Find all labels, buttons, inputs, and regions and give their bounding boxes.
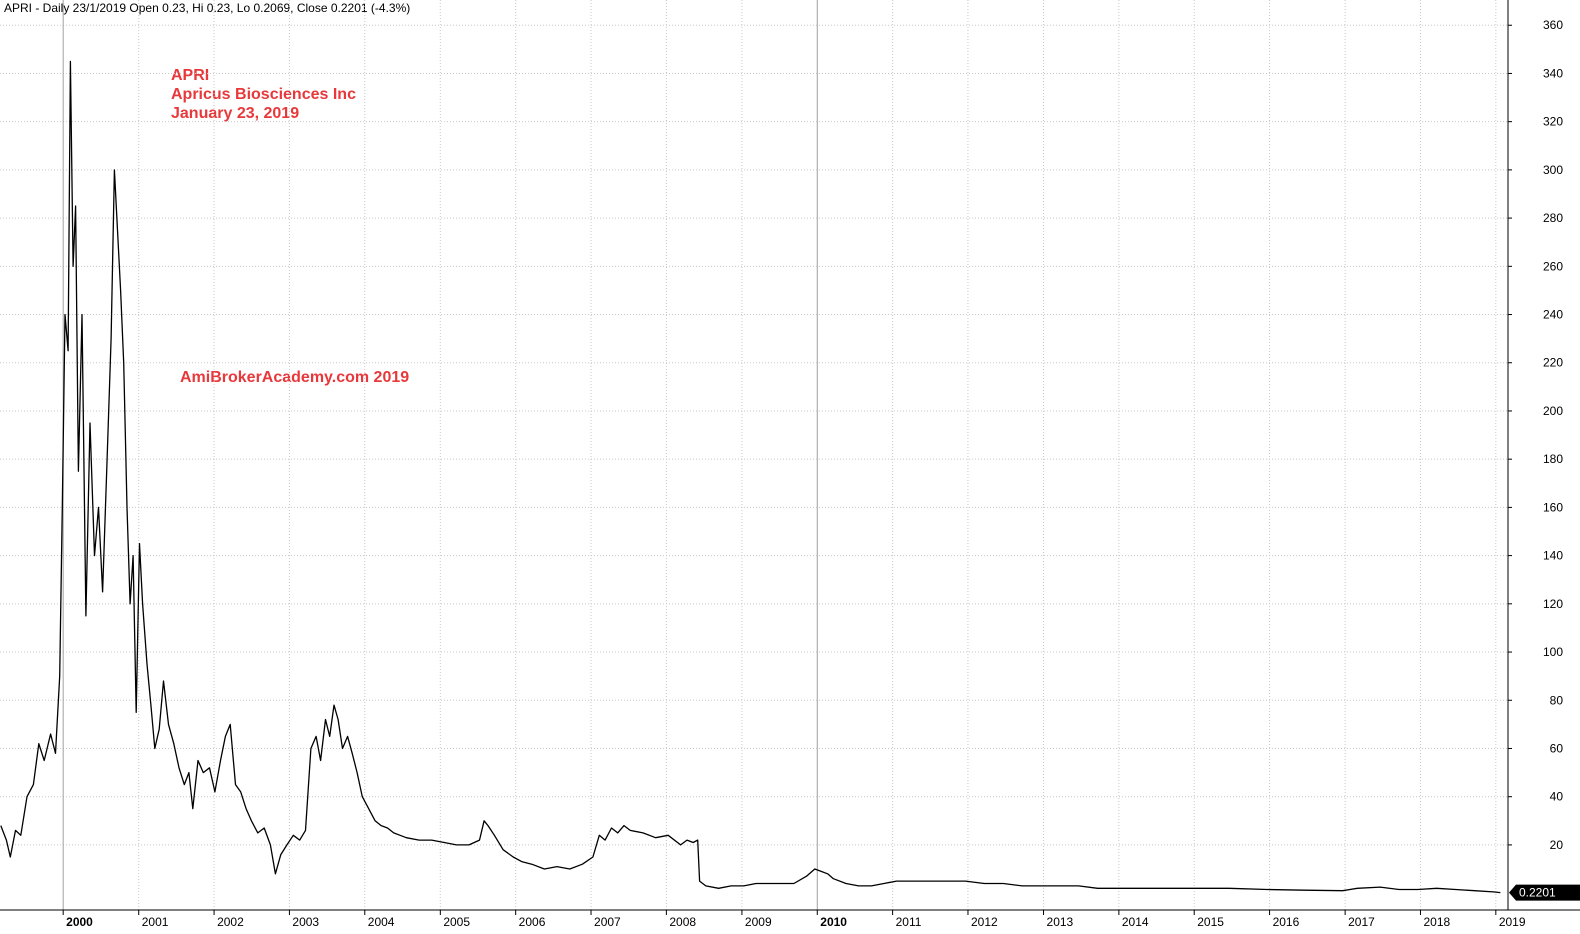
- annotation-company: Apricus Biosciences Inc: [171, 86, 356, 103]
- y-tick-label: 60: [1550, 741, 1564, 755]
- annotation-ticker: APRI: [171, 67, 210, 84]
- y-tick-label: 40: [1550, 790, 1564, 804]
- y-tick-label: 200: [1543, 404, 1563, 418]
- x-tick-label: 2011: [896, 915, 922, 929]
- x-tick-label: 2008: [669, 915, 696, 929]
- x-tick-label: 2012: [971, 915, 998, 929]
- x-tick-label: 2006: [519, 915, 546, 929]
- x-tick-label: 2016: [1273, 915, 1300, 929]
- y-tick-label: 220: [1543, 356, 1563, 370]
- y-tick-label: 340: [1543, 66, 1563, 80]
- x-tick-label: 2003: [292, 915, 319, 929]
- x-tick-label: 2007: [594, 915, 621, 929]
- x-tick-label: 2010: [820, 915, 847, 929]
- y-tick-label: 140: [1543, 549, 1563, 563]
- x-tick-label: 2017: [1348, 915, 1375, 929]
- series-layer: [0, 60, 1501, 894]
- y-tick-label: 120: [1543, 597, 1563, 611]
- last-value-marker: 0.2201: [1509, 884, 1580, 901]
- y-tick-label: 280: [1543, 211, 1563, 225]
- x-tick-label: 2001: [142, 915, 169, 929]
- marker-layer: 0.2201: [1509, 884, 1580, 901]
- last-value-badge: [1509, 884, 1580, 901]
- x-tick-label: 2013: [1047, 915, 1074, 929]
- y-tick-label: 300: [1543, 163, 1563, 177]
- x-tick-label: 2000: [66, 915, 93, 929]
- x-tick-label: 2005: [443, 915, 470, 929]
- y-tick-label: 360: [1543, 18, 1563, 32]
- x-tick-label: 2009: [745, 915, 772, 929]
- y-tick-label: 80: [1550, 693, 1564, 707]
- x-tick-label: 2019: [1499, 915, 1526, 929]
- x-tick-label: 2015: [1197, 915, 1224, 929]
- grid-layer: [0, 0, 1508, 910]
- y-tick-label: 100: [1543, 645, 1563, 659]
- x-tick-label: 2014: [1122, 915, 1149, 929]
- y-tick-label: 20: [1550, 838, 1564, 852]
- x-tick-label: 2018: [1423, 915, 1450, 929]
- x-tick-label: 2004: [368, 915, 395, 929]
- y-tick-label: 320: [1543, 115, 1563, 129]
- price-series-line: [0, 60, 1501, 894]
- annotation-date: January 23, 2019: [171, 105, 300, 122]
- y-tick-label: 180: [1543, 452, 1563, 466]
- y-tick-label: 160: [1543, 500, 1563, 514]
- x-tick-label: 2002: [217, 915, 244, 929]
- chart-header-title: APRI - Daily 23/1/2019 Open 0.23, Hi 0.2…: [4, 1, 411, 15]
- y-tick-label: 260: [1543, 259, 1563, 273]
- annotation-watermark: AmiBrokerAcademy.com 2019: [180, 369, 410, 386]
- y-tick-label: 240: [1543, 308, 1563, 322]
- last-value-label: 0.2201: [1519, 886, 1556, 900]
